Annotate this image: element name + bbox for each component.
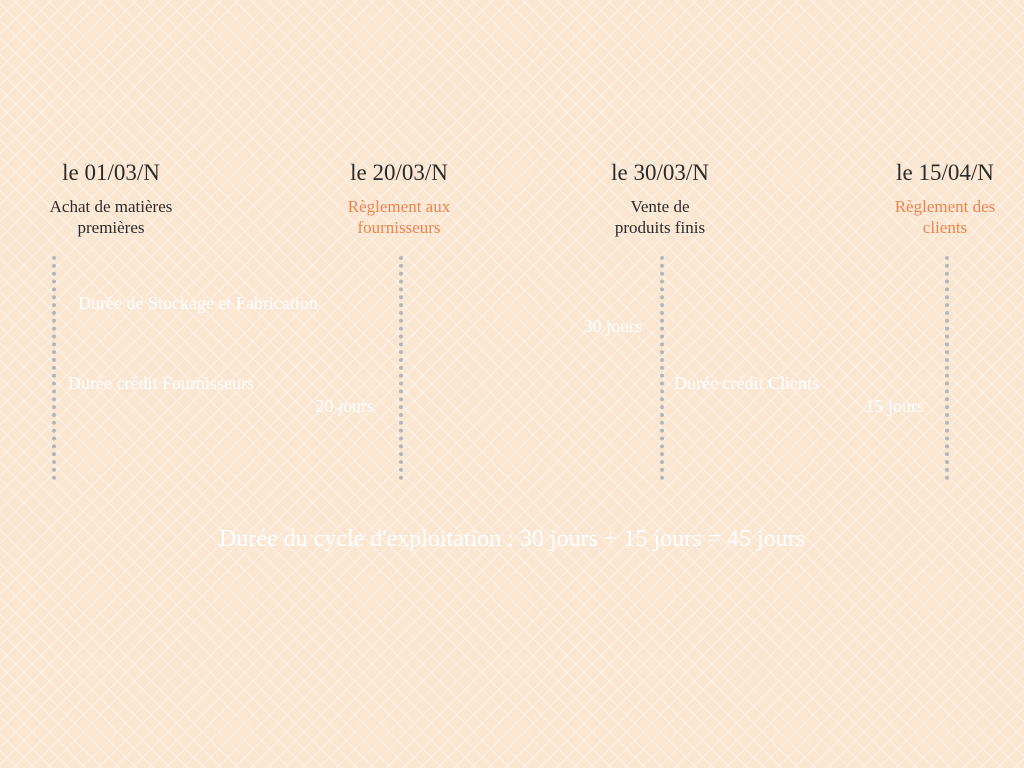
bar-fournisseurs: Durée crédit Fournisseurs20 jours xyxy=(42,370,414,420)
bar-label-line2: 30 jours xyxy=(78,316,642,337)
bar-stockage: Durée de Stockage et Fabrication30 jours xyxy=(52,290,682,340)
milestone-3: le 15/04/N Règlement desclients xyxy=(895,160,996,239)
milestone-desc: Règlement auxfournisseurs xyxy=(348,196,450,239)
milestone-0: le 01/03/N Achat de matièrespremières xyxy=(50,160,173,239)
bar-clients: Durée crédit Clients15 jours xyxy=(648,370,964,420)
summary-text: Durée du cycle d'exploitation : 30 jours… xyxy=(219,526,805,553)
milestone-desc: Règlement desclients xyxy=(895,196,996,239)
milestone-1: le 20/03/N Règlement auxfournisseurs xyxy=(348,160,450,239)
milestone-desc: Vente deproduits finis xyxy=(611,196,709,239)
milestone-2: le 30/03/N Vente deproduits finis xyxy=(611,160,709,239)
diagram-stage: le 01/03/N Achat de matièrespremières le 2… xyxy=(0,0,1024,768)
milestone-date: le 30/03/N xyxy=(611,160,709,186)
bar-label-line1: Durée de Stockage et Fabrication xyxy=(78,293,642,314)
milestone-date: le 15/04/N xyxy=(895,160,996,186)
milestone-date: le 01/03/N xyxy=(50,160,173,186)
milestone-desc: Achat de matièrespremières xyxy=(50,196,173,239)
summary-bar: Durée du cycle d'exploitation : 30 jours… xyxy=(42,510,982,568)
milestone-date: le 20/03/N xyxy=(348,160,450,186)
dotted-line-3 xyxy=(945,256,949,480)
bar-label-line1: Durée crédit Clients xyxy=(674,373,924,394)
bar-label-line2: 15 jours xyxy=(674,396,924,417)
bar-label-line1: Durée crédit Fournisseurs xyxy=(68,373,374,394)
bar-label-line2: 20 jours xyxy=(68,396,374,417)
